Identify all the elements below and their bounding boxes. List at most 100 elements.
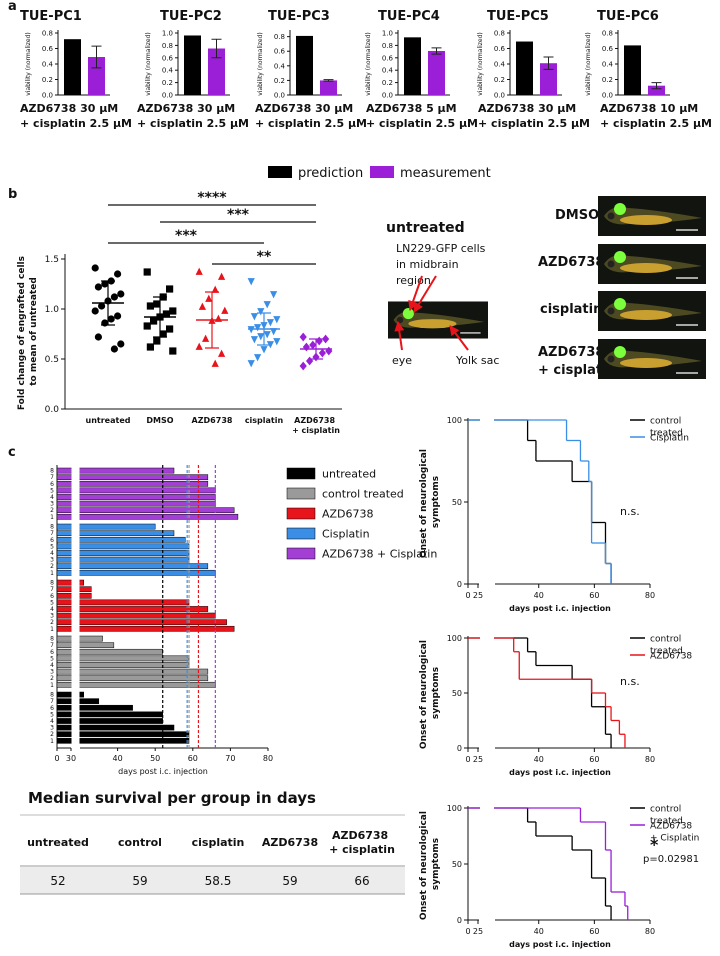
annotation: *	[650, 835, 659, 854]
bar	[208, 48, 225, 95]
y-tick-label: 50	[452, 860, 462, 869]
text-line: Onset of neurological	[419, 446, 429, 558]
text-line: AZD6738 30 µM	[478, 102, 580, 115]
sd-bar	[257, 312, 271, 346]
point	[162, 310, 170, 318]
point	[150, 317, 158, 325]
bar	[56, 579, 85, 586]
point	[325, 346, 333, 356]
y-axis-label: viability (normalized)	[257, 32, 264, 96]
x-axis-label: days post i.c. injection	[118, 767, 208, 776]
bar	[64, 39, 81, 95]
legend-swatch	[286, 467, 316, 480]
row-label: 5	[50, 487, 54, 494]
y-tick-label: 0.2	[274, 77, 285, 85]
point	[211, 359, 219, 367]
row-label: 5	[50, 543, 54, 550]
text-line: + Cisplatin	[650, 834, 699, 844]
legend-label: Cisplatin	[322, 528, 370, 541]
row-label: 2	[50, 507, 54, 514]
text-line: AZD6738 30 µM	[137, 102, 239, 115]
chart-title: TUE-PC5	[487, 9, 549, 24]
point	[146, 302, 154, 310]
point	[263, 301, 271, 309]
x-tick-label: 30	[66, 754, 76, 763]
point	[169, 307, 177, 315]
x-axis-label: AZD6738 5 µM + cisplatin 2.5 µM	[366, 102, 478, 130]
point	[247, 360, 255, 368]
x-tick-label: 80	[645, 755, 655, 764]
text-line: + cisplatin 2.5 µM	[255, 117, 367, 130]
point	[94, 283, 102, 291]
point	[254, 324, 262, 332]
chart-title: TUE-PC4	[378, 9, 440, 24]
y-tick-label: 0.6	[162, 54, 174, 62]
x-tick-label: 70	[225, 754, 235, 763]
row-label: 8	[50, 636, 54, 643]
bar	[56, 681, 216, 688]
point	[153, 337, 161, 345]
y-axis-label: viability (normalized)	[477, 32, 484, 96]
text-line: AZD6738 10 µM	[600, 102, 702, 115]
significance-label: ***	[227, 207, 250, 223]
significance-label: ****	[197, 190, 227, 206]
legend-label: AZD6738	[322, 508, 374, 521]
x-tick-label: 60	[188, 754, 198, 763]
chart-title: TUE-PC3	[268, 9, 330, 24]
point	[260, 346, 268, 354]
bar	[56, 612, 216, 619]
y-axis-label: Onset of neurological symptoms	[419, 808, 441, 920]
fish-image	[598, 339, 706, 379]
point	[198, 302, 206, 310]
y-axis-label: viability (normalized)	[365, 32, 372, 96]
bar	[56, 668, 209, 675]
y-tick-label: 0.4	[602, 61, 614, 69]
point	[143, 322, 151, 330]
row-label: 7	[50, 474, 54, 481]
image-callout: LN229-GFP cells in midbrain region	[396, 242, 489, 287]
point	[202, 334, 210, 342]
row-label: 6	[50, 649, 54, 656]
x-tick-label: 0	[465, 755, 470, 764]
legend-swatch	[268, 166, 292, 178]
bar	[56, 500, 216, 507]
table-cell: 59	[282, 874, 297, 888]
row-label: 6	[50, 537, 54, 544]
y-tick-label: 0.2	[602, 76, 613, 84]
row-label: 8	[50, 692, 54, 699]
bar	[56, 606, 209, 612]
bar	[56, 563, 209, 570]
x-tick-label: 40	[534, 591, 544, 600]
error-bar	[211, 38, 222, 59]
row-label: 3	[50, 557, 54, 564]
row-label: 1	[50, 514, 54, 521]
bar	[56, 675, 209, 682]
point	[266, 319, 274, 327]
legend-label: measurement	[400, 166, 491, 181]
row-label: 5	[50, 599, 54, 606]
image-label: cisplatin	[540, 302, 602, 317]
text-line: treated	[650, 647, 683, 657]
y-axis-label: Onset of neurological symptoms	[419, 637, 441, 749]
row-label: 1	[50, 626, 54, 633]
sd-bar	[205, 291, 219, 349]
row-label: 4	[50, 718, 54, 725]
point	[94, 333, 102, 341]
bar	[88, 57, 105, 95]
y-axis-label: viability (normalized)	[145, 32, 152, 96]
bar	[56, 487, 216, 494]
bar	[184, 35, 201, 95]
bar	[56, 507, 235, 514]
point	[114, 270, 122, 278]
panel-label: c	[8, 445, 16, 460]
axis-break	[71, 467, 80, 522]
text-line: control	[650, 417, 684, 427]
y-tick-label: 0.6	[42, 45, 54, 53]
panel-label: a	[8, 0, 17, 14]
x-tick-label: 80	[645, 591, 655, 600]
axis-break	[480, 804, 494, 918]
legend-label: AZD6738 + Cisplatin	[322, 548, 437, 561]
point	[273, 338, 281, 346]
legend-swatch	[286, 547, 316, 560]
table-header: cisplatin	[192, 836, 245, 849]
